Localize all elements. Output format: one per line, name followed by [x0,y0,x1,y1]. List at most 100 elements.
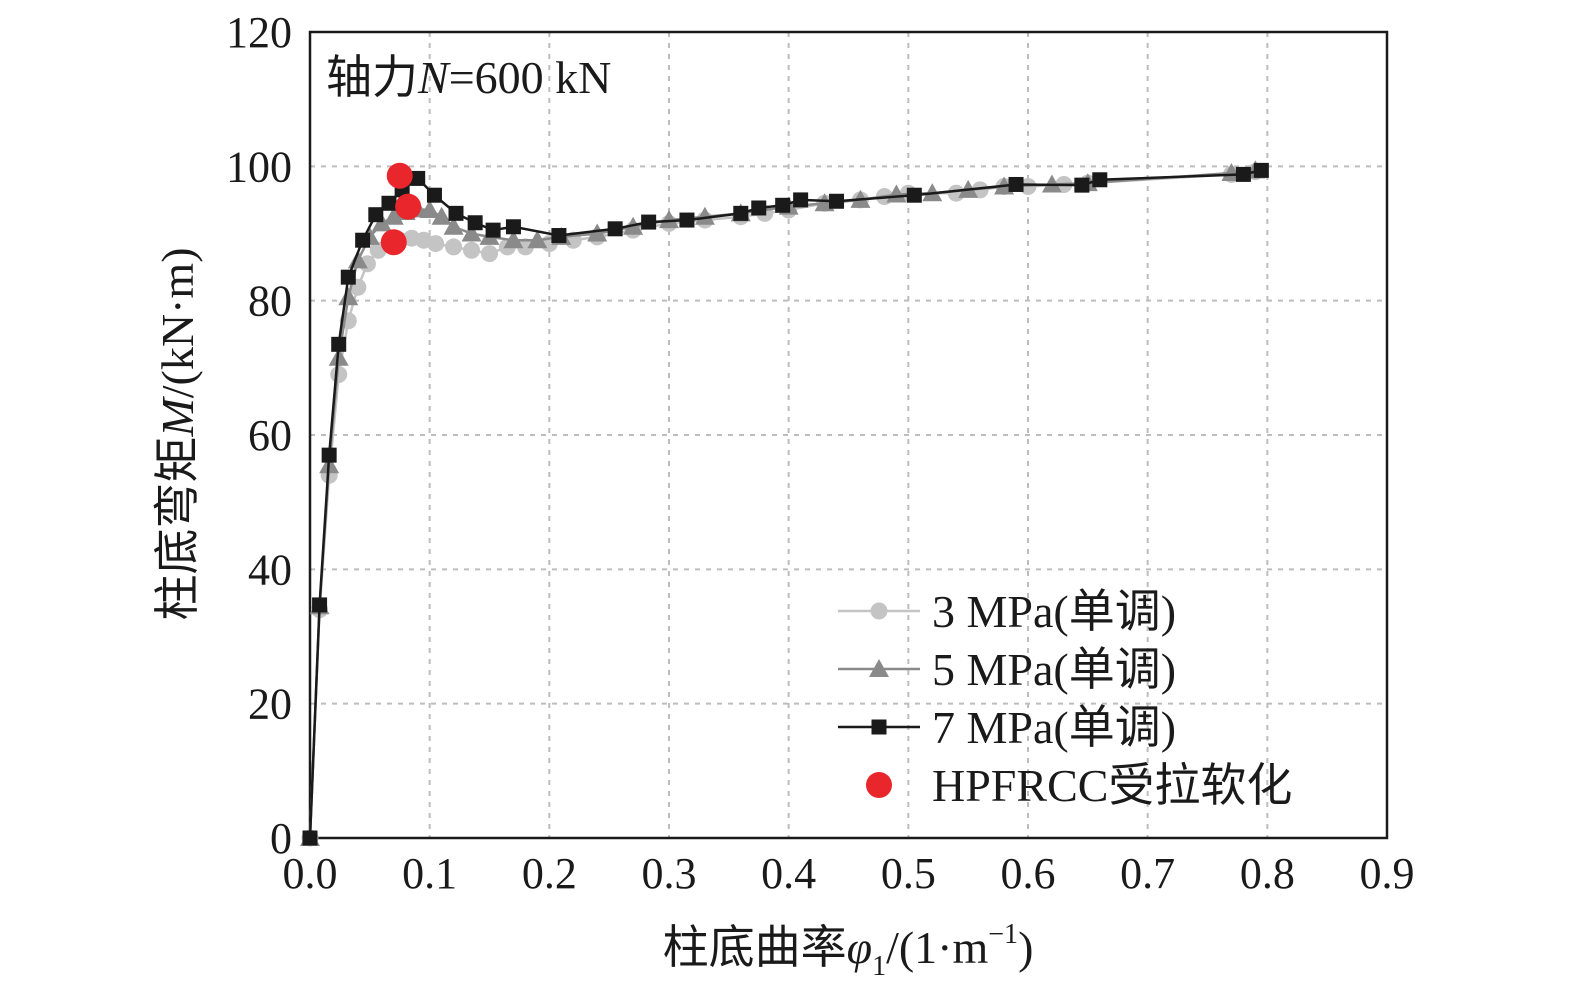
series-point [1008,176,1024,192]
softening-point [386,162,413,189]
series-point [516,238,534,256]
y-axis-title-unit: /(kN·m) [152,247,203,398]
plot-frame [308,30,1389,840]
legend-label: 7 MPa(单调) [932,702,1176,753]
y-axis-title: 柱底弯矩M/(kN·m) [152,247,203,620]
series-point [321,447,337,463]
legend-marker [871,719,887,735]
annotation-rest: =600 kN [449,52,612,103]
series-point [793,192,809,208]
legend-marker [870,602,888,620]
x-tick-label: 0.5 [881,849,936,898]
y-tick-label: 60 [248,411,292,460]
series-point [694,206,715,225]
series-point [733,205,749,221]
legend-entry-2: 5 MPa(单调) [838,644,1176,695]
series-point [445,238,463,256]
legend-marker [869,659,889,677]
series-point [368,207,384,223]
x-axis-title-var: φ [847,922,872,973]
legend: 3 MPa(单调) 5 MPa(单调) 7 MPa(单调) HPFRCC受拉软化 [838,586,1292,811]
series-point [829,193,845,209]
x-axis-title-text: 柱底曲率 [663,922,847,973]
y-tick-label: 100 [226,142,292,191]
y-axis-title-text: 柱底弯矩 [152,437,203,621]
legend-label: 3 MPa(单调) [932,586,1176,637]
axial-force-annotation: 轴力N=600 kN [326,52,611,103]
series-point [1074,177,1090,193]
y-tick-label: 20 [248,680,292,729]
annotation-var: N [417,52,451,103]
x-tick-label: 0.9 [1360,849,1415,898]
legend-entry-4: HPFRCC受拉软化 [866,760,1292,811]
series-point [587,223,608,242]
series-point [383,206,404,225]
legend-label: HPFRCC受拉软化 [932,760,1292,811]
series-point [312,597,328,613]
legend-entry-1: 3 MPa(单调) [838,586,1176,637]
series-point [551,228,567,244]
x-tick-label: 0.3 [642,849,697,898]
y-tick-labels: 0 20 40 60 80 100 120 [226,8,292,863]
series-point [906,187,922,203]
series-point [443,216,464,235]
legend-label: 5 MPa(单调) [932,644,1176,695]
grid-lines [310,32,1387,838]
series-point [505,219,521,235]
y-tick-label: 80 [248,277,292,326]
x-tick-label: 0.6 [1001,849,1056,898]
x-tick-label: 0.7 [1120,849,1175,898]
series-point [527,230,548,249]
series-point [330,366,348,384]
series-point [331,336,347,352]
series-point [1235,166,1251,182]
series-point [381,195,397,211]
series-point [340,269,356,285]
series-3 [302,162,1269,846]
series-point [751,200,767,216]
series-point [775,197,791,213]
series-point [467,215,483,231]
x-tick-label: 0.0 [283,849,338,898]
series-point [1092,172,1108,188]
series-point [1041,174,1062,193]
series-point [410,170,426,186]
series-point [679,212,695,228]
y-tick-label: 0 [270,814,292,863]
x-axis-title-close: ) [1018,922,1033,973]
series-point [426,187,442,203]
x-tick-labels: 0.0 0.1 0.2 0.3 0.4 0.5 0.6 0.7 0.8 0.9 [283,849,1415,898]
x-tick-label: 0.2 [522,849,577,898]
legend-marker [866,772,892,798]
series-point [431,206,452,225]
annotation-prefix: 轴力 [326,52,418,103]
series-point [503,230,524,249]
x-axis-title: 柱底曲率φ1/(1·m−1) [663,919,1034,982]
y-axis-title-var: M [152,396,203,438]
series-point [463,241,481,259]
series-point [485,222,501,238]
series-point [607,221,623,237]
y-tick-label: 120 [226,8,292,57]
x-tick-label: 0.1 [402,849,457,898]
x-axis-title-unit: /(1·m [886,922,988,973]
series-point [659,210,679,229]
series-point [338,287,359,306]
series-point [1253,162,1269,178]
softening-points-layer [380,162,422,256]
series-point [355,232,371,248]
x-axis-title-sub: 1 [872,951,886,982]
x-tick-label: 0.4 [761,849,816,898]
series-point [419,199,440,218]
series-point [302,830,318,846]
y-tick-label: 40 [248,545,292,594]
x-axis-title-sup: −1 [988,919,1018,950]
series-point [448,205,464,221]
x-tick-label: 0.8 [1240,849,1295,898]
series-point [427,235,445,253]
series-point [461,223,482,242]
softening-point [380,229,407,256]
series-point [481,245,498,263]
softening-point [395,193,422,220]
